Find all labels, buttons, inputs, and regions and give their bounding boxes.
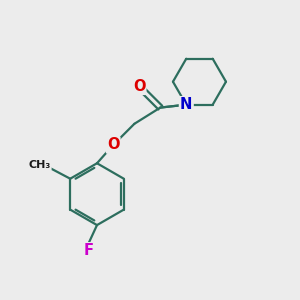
Text: CH₃: CH₃	[28, 160, 51, 170]
Text: N: N	[180, 97, 192, 112]
Text: F: F	[83, 243, 93, 258]
Text: O: O	[133, 79, 146, 94]
Text: O: O	[107, 137, 119, 152]
Text: N: N	[180, 97, 192, 112]
